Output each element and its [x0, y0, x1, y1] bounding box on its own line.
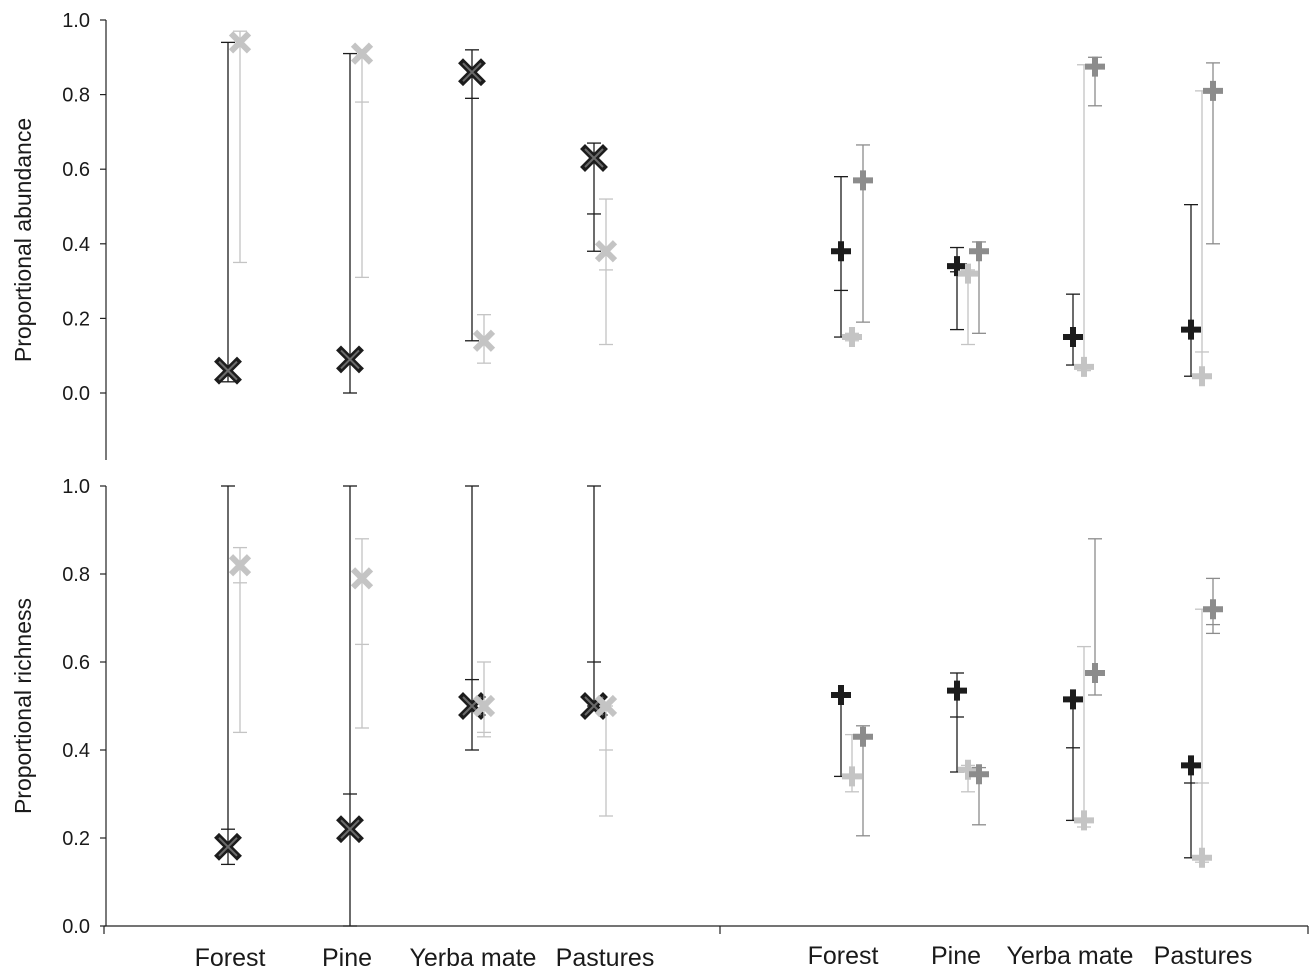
plus-marker-pastures-black	[1181, 319, 1201, 340]
plus-marker-yerba-mate-dark-gray	[1085, 56, 1105, 77]
y-tick-label: 0.0	[62, 383, 90, 405]
x-marker-forest-black	[218, 837, 238, 857]
x-marker-pastures-black	[584, 148, 604, 168]
y-tick-label: 1.0	[62, 476, 90, 498]
y-axis-label: Proportional richness	[10, 598, 36, 814]
x-marker-yerba-mate-light-gray	[472, 694, 496, 718]
x-marker-pine-black	[340, 819, 360, 839]
plus-marker-forest-black	[831, 685, 851, 705]
x-marker-yerba-mate-black	[462, 62, 482, 82]
x-label-left-forest: Forest	[195, 944, 266, 969]
x-label-left-pine: Pine	[322, 944, 372, 969]
y-tick-label: 0.6	[62, 159, 90, 181]
plus-marker-pastures-light-gray	[1192, 847, 1212, 868]
x-label-left-pastures: Pastures	[556, 944, 655, 969]
y-tick-label: 0.2	[62, 828, 90, 850]
y-tick-label: 0.0	[62, 916, 90, 938]
x-label-right-yerba-mate: Yerba mate	[1007, 942, 1134, 969]
plus-marker-forest-light-gray	[842, 327, 862, 348]
plus-marker-pine-dark-gray	[969, 764, 989, 785]
plus-marker-pine-light-gray	[958, 759, 978, 780]
plus-marker-forest-dark-gray	[853, 170, 873, 191]
plus-marker-forest-black	[831, 241, 851, 262]
x-label-right-forest: Forest	[808, 942, 879, 969]
x-marker-yerba-mate-light-gray	[472, 329, 496, 352]
x-axis: Forest Pine Yerba mate Pastures Forest Pine Ye…	[103, 925, 1309, 972]
plus-marker-yerba-mate-light-gray	[1074, 356, 1094, 377]
y-tick-label: 0.2	[62, 308, 90, 330]
plus-marker-pastures-dark-gray	[1203, 80, 1223, 101]
plus-marker-yerba-mate-light-gray	[1074, 810, 1094, 831]
plus-marker-pastures-light-gray	[1192, 366, 1212, 387]
y-tick-label: 0.8	[62, 85, 90, 107]
x-marker-pine-light-gray	[350, 567, 374, 590]
x-marker-pine-light-gray	[350, 42, 374, 65]
y-tick-label: 0.4	[62, 234, 90, 256]
y-axis-label: Proportional abundance	[10, 118, 36, 362]
x-label-right-pastures: Pastures	[1154, 942, 1253, 969]
y-tick-label: 0.8	[62, 564, 90, 586]
x-marker-forest-light-gray	[228, 31, 252, 54]
x-marker-forest-black	[218, 360, 238, 381]
plus-marker-pastures-black	[1181, 755, 1201, 776]
x-marker-pastures-light-gray	[594, 240, 618, 263]
x-marker-pastures-light-gray	[594, 694, 618, 718]
plus-marker-pine-black	[947, 256, 967, 277]
plus-marker-pine-black	[947, 680, 967, 701]
plus-marker-pine-dark-gray	[969, 241, 989, 262]
y-tick-label: 0.6	[62, 652, 90, 674]
plus-marker-yerba-mate-black	[1063, 689, 1083, 710]
plus-marker-forest-light-gray	[842, 766, 862, 787]
x-marker-forest-light-gray	[228, 554, 252, 577]
plus-marker-pastures-dark-gray	[1203, 599, 1223, 620]
plus-marker-pine-light-gray	[958, 263, 978, 284]
abundance-panel: 0.0 0.2 0.4 0.6 0.8 1.0 Proportional abundance	[10, 10, 1223, 460]
x-label-left-yerba-mate: Yerba mate	[410, 944, 537, 969]
x-label-right-pine: Pine	[931, 942, 981, 969]
x-marker-pine-black	[340, 349, 360, 370]
plus-marker-forest-dark-gray	[853, 726, 873, 747]
plus-marker-yerba-mate-dark-gray	[1085, 663, 1105, 683]
plus-marker-yerba-mate-black	[1063, 327, 1083, 348]
y-tick-label: 1.0	[62, 10, 90, 32]
richness-panel: 0.0 0.2 0.4 0.6 0.8 1.0 Proportional richness	[10, 476, 1223, 938]
y-tick-label: 0.4	[62, 740, 90, 762]
